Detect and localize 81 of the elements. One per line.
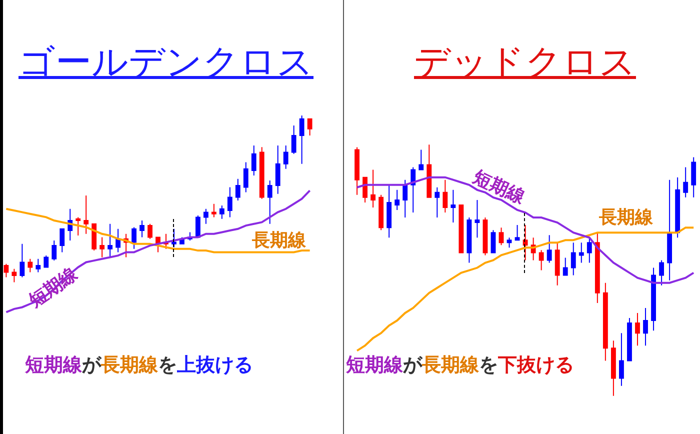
text: 短期線が長期線を上抜ける xyxy=(25,354,253,376)
candlestick xyxy=(586,237,592,264)
candlestick xyxy=(610,340,616,396)
candlestick xyxy=(594,232,600,304)
candlestick xyxy=(28,258,33,273)
candlestick xyxy=(683,166,688,198)
candlestick xyxy=(538,250,544,271)
candlestick xyxy=(691,156,696,198)
candlestick xyxy=(602,282,608,362)
candlestick xyxy=(259,146,264,200)
candlestick xyxy=(442,179,448,213)
candlestick xyxy=(92,223,97,252)
series-label: 長期線 xyxy=(598,207,654,228)
candlestick xyxy=(354,146,360,196)
candlestick xyxy=(267,180,272,224)
chart-title: デッドクロス xyxy=(414,41,636,85)
candlestick xyxy=(426,144,432,198)
candlestick xyxy=(498,227,504,246)
annotation: 短期線が長期線を下抜ける xyxy=(346,354,574,376)
text: 短期線 xyxy=(469,166,529,209)
candlestick xyxy=(227,186,232,218)
candlestick xyxy=(627,318,632,362)
candlestick xyxy=(148,223,152,240)
candlestick xyxy=(203,208,208,224)
candlestick xyxy=(675,176,680,238)
candlestick xyxy=(378,194,384,231)
text: 短期線 xyxy=(24,262,82,312)
candlestick xyxy=(44,255,49,268)
candlestick xyxy=(554,242,560,286)
candlestick xyxy=(474,199,480,238)
candlestick xyxy=(116,228,121,253)
chart-title: ゴールデンクロス xyxy=(18,41,314,85)
series-label: 長期線 xyxy=(251,230,307,251)
candlestick xyxy=(546,234,552,264)
candlestick xyxy=(410,166,416,213)
candlestick xyxy=(651,267,656,332)
candlestick xyxy=(402,179,408,218)
candlestick xyxy=(219,205,224,220)
candlestick xyxy=(20,243,25,278)
candlestick xyxy=(291,125,296,154)
candlestick xyxy=(562,257,568,276)
candlestick xyxy=(418,149,424,170)
candlestick xyxy=(514,224,520,241)
candlestick xyxy=(235,178,240,202)
candlestick xyxy=(195,215,200,238)
candlestick xyxy=(506,237,512,248)
candlestick xyxy=(458,204,464,254)
candlestick xyxy=(251,145,256,176)
candlestick xyxy=(4,263,9,278)
candlestick xyxy=(76,216,81,236)
candlestick xyxy=(100,236,105,258)
candlestick xyxy=(434,186,440,218)
candlestick xyxy=(362,176,368,203)
candlestick xyxy=(36,258,41,273)
candlestick xyxy=(52,240,57,262)
candlestick xyxy=(386,184,392,238)
candlestick xyxy=(211,203,216,218)
candlestick xyxy=(643,307,648,346)
candlestick xyxy=(619,332,624,386)
candlestick xyxy=(659,260,664,286)
candlestick xyxy=(108,223,113,258)
candlestick xyxy=(60,228,65,253)
candlestick xyxy=(578,242,584,264)
candlestick xyxy=(570,242,576,276)
candlestick xyxy=(466,217,472,264)
candlestick xyxy=(667,179,672,281)
candlestick xyxy=(275,145,280,194)
candlestick xyxy=(132,226,136,250)
candlestick xyxy=(635,312,640,346)
candlestick xyxy=(307,118,312,136)
candlestick xyxy=(482,217,488,256)
candlestick xyxy=(490,230,496,254)
candlestick xyxy=(84,195,89,234)
candlestick xyxy=(394,189,400,210)
candlestick xyxy=(299,115,304,164)
candlestick xyxy=(12,268,17,283)
candlestick xyxy=(243,162,248,193)
candlestick xyxy=(450,189,456,224)
candlestick xyxy=(370,169,376,208)
candlestick xyxy=(140,220,144,238)
candlestick xyxy=(283,145,288,170)
